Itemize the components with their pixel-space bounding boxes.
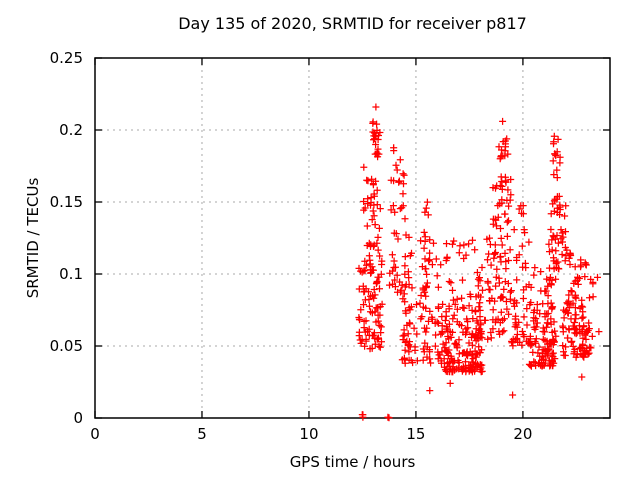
scatter-points [355, 103, 603, 422]
y-tick-label: 0.25 [49, 49, 83, 67]
x-tick-label: 0 [90, 425, 100, 443]
plot-border [94, 57, 611, 419]
gridlines [95, 58, 610, 418]
y-tick-label: 0.15 [49, 193, 83, 211]
y-tick-label: 0.2 [59, 121, 83, 139]
y-tick-label: 0.1 [59, 265, 83, 283]
y-tick-label: 0 [73, 409, 83, 427]
x-tick-label: 5 [197, 425, 207, 443]
y-tick-label: 0.05 [49, 337, 83, 355]
x-axis-title: GPS time / hours [289, 453, 416, 471]
axis-tick-marks [94, 57, 610, 419]
x-tick-label: 15 [406, 425, 426, 443]
x-tick-label: 10 [299, 425, 319, 443]
chart-title: Day 135 of 2020, SRMTID for receiver p81… [178, 14, 527, 33]
x-tick-label: 20 [513, 425, 533, 443]
